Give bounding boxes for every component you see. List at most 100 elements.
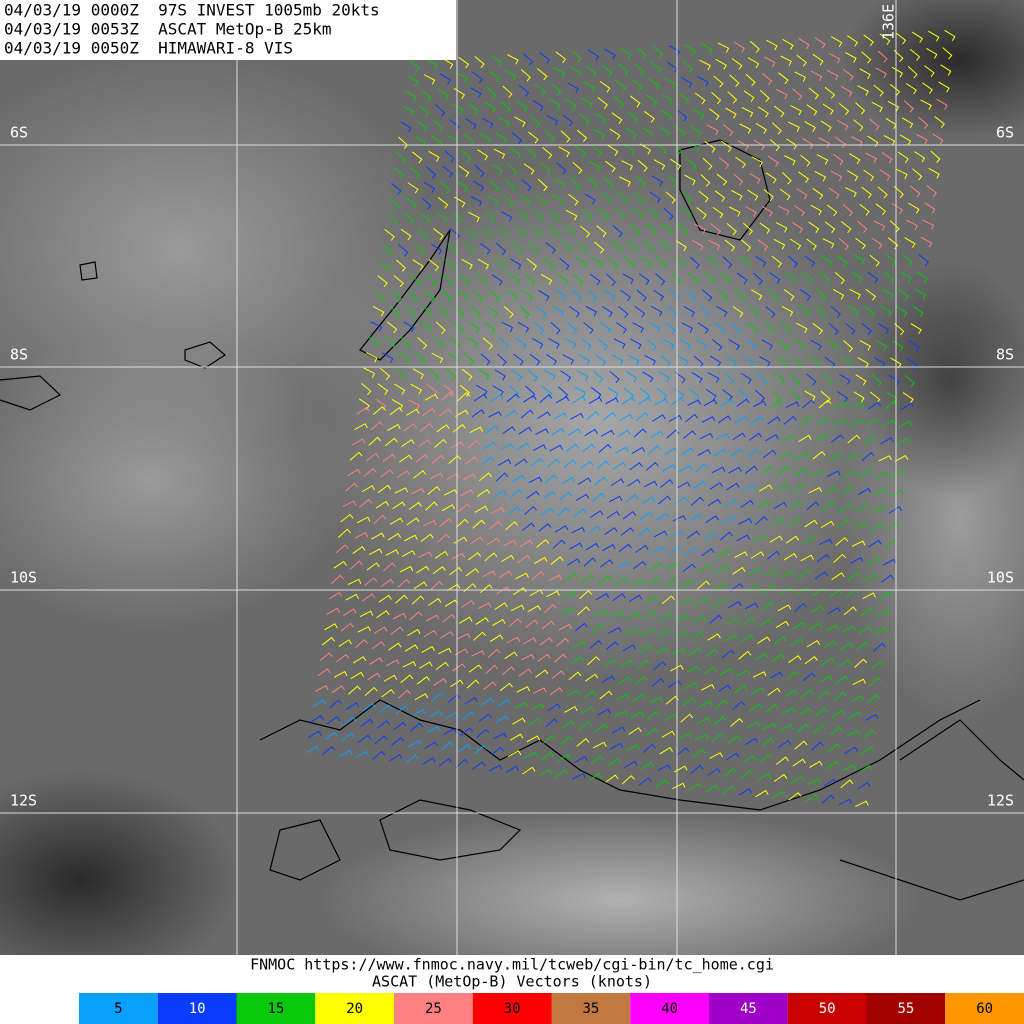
wind-barb: [388, 642, 402, 651]
wind-barb: [615, 446, 629, 454]
wind-barb: [737, 140, 749, 151]
wind-barb: [557, 273, 569, 286]
wind-barb: [541, 620, 555, 630]
wind-barb: [422, 757, 436, 765]
wind-barb: [922, 82, 933, 94]
wind-barb: [705, 785, 719, 793]
wind-barb: [389, 517, 404, 525]
wind-barb: [412, 259, 424, 271]
wind-barb: [792, 622, 806, 630]
wind-barb: [863, 34, 874, 47]
wind-barb: [667, 175, 679, 188]
wind-barb: [569, 305, 580, 318]
wind-barb: [549, 687, 563, 696]
wind-barb: [596, 460, 610, 470]
wind-barb: [649, 696, 663, 704]
wind-barb: [566, 689, 580, 697]
wind-barb: [528, 717, 542, 727]
wind-barb: [422, 520, 437, 527]
wind-barb: [868, 677, 882, 687]
wind-barb: [408, 399, 420, 410]
wind-barb: [816, 289, 827, 302]
wind-barb: [492, 385, 504, 397]
wind-barb: [396, 470, 411, 479]
header-line: 04/03/19 0053Z ASCAT MetOp-B 25km: [4, 20, 332, 39]
wind-barb: [616, 693, 630, 701]
wind-barb: [536, 305, 547, 319]
wind-barb: [378, 594, 392, 603]
wind-barb: [894, 454, 909, 463]
wind-barb: [668, 45, 681, 57]
wind-barb: [893, 185, 904, 199]
wind-barb: [685, 44, 696, 56]
wind-barb: [433, 677, 447, 686]
wind-barb: [515, 572, 529, 580]
wind-barb: [676, 747, 690, 756]
wind-barb: [400, 121, 412, 133]
wind-barb: [653, 661, 667, 671]
wind-barb: [546, 354, 558, 366]
wind-barb: [800, 154, 811, 167]
wind-barb: [597, 575, 612, 584]
wind-barb: [841, 86, 853, 97]
wind-barb: [854, 658, 868, 668]
wind-barb: [625, 127, 637, 140]
wind-barb: [769, 272, 781, 284]
wind-barb: [856, 641, 870, 651]
wind-barb: [558, 623, 572, 631]
wind-barb: [435, 212, 448, 223]
wind-barb: [731, 189, 743, 201]
wind-barb: [600, 193, 612, 205]
wind-barb: [890, 489, 905, 497]
wind-barb: [779, 587, 794, 595]
wind-barb: [781, 570, 796, 578]
wind-barb: [434, 550, 449, 559]
coastline: [184, 341, 226, 369]
wind-barb: [426, 726, 441, 734]
wind-barb: [352, 438, 366, 446]
wind-barb: [736, 272, 748, 285]
wind-barb: [535, 194, 547, 207]
wind-barb: [823, 640, 837, 649]
wind-barb: [785, 401, 800, 408]
wind-barb: [835, 401, 849, 409]
wind-barb: [359, 610, 374, 618]
wind-barb: [389, 305, 400, 318]
wind-barb: [857, 487, 872, 496]
wind-barb: [473, 290, 484, 303]
wind-barb: [742, 616, 756, 626]
wind-barb: [571, 526, 585, 534]
wind-barb: [349, 560, 363, 570]
wind-barb: [444, 259, 456, 271]
wind-barb: [354, 532, 369, 539]
wind-barb: [379, 704, 393, 714]
coastline: [259, 699, 981, 811]
latitude-label: 12S: [10, 792, 37, 810]
wind-barb: [442, 57, 454, 69]
wind-barb: [477, 602, 492, 610]
wind-barb: [629, 462, 643, 471]
wind-barb: [747, 189, 759, 201]
wind-barb: [808, 356, 821, 367]
wind-barb: [509, 148, 522, 159]
wind-barb: [448, 455, 462, 465]
wind-barb: [686, 530, 701, 539]
wind-barb: [701, 43, 713, 55]
wind-barb: [436, 424, 450, 433]
wind-barb: [518, 426, 533, 435]
wind-barb: [605, 160, 616, 173]
wind-barb: [354, 423, 368, 431]
wind-barb: [842, 204, 853, 217]
wind-barb: [315, 685, 329, 692]
wind-barb: [341, 732, 355, 742]
wind-barb: [818, 538, 833, 546]
wind-barb: [847, 305, 859, 317]
wind-barb: [488, 764, 503, 772]
wind-barb: [741, 106, 754, 118]
wind-barb: [416, 676, 431, 685]
wind-barb: [557, 507, 570, 517]
wind-barb: [851, 401, 865, 410]
wind-barb: [721, 515, 736, 524]
wind-barb: [547, 226, 559, 238]
